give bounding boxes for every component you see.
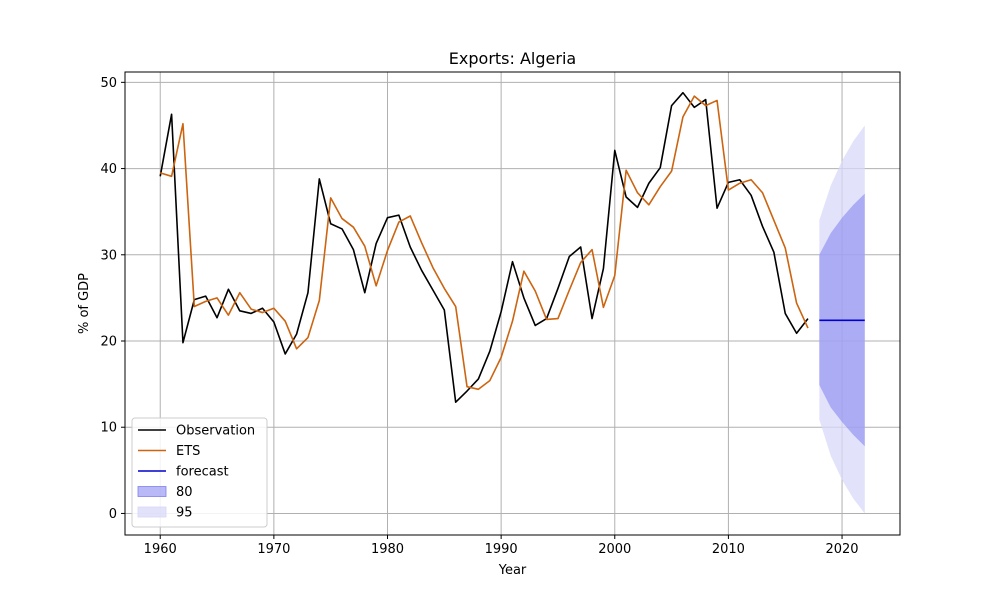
chart-title: Exports: Algeria [449,49,576,68]
axis-ticks: 1960 1970 1980 1990 2000 2010 2020 0 10 20 30 40 50 [100,76,858,557]
y-tick-label: 10 [100,421,117,436]
series-line-observation [159,91,809,404]
plot-frame [124,71,901,536]
legend-label: ETS [176,444,200,459]
y-tick-label: 30 [100,248,117,263]
x-tick-label: 1980 [371,542,404,557]
x-tick-label: 1960 [144,542,177,557]
legend-label: 95 [176,506,193,521]
x-tick-label: 2000 [598,542,631,557]
legend: Observation ETS forecast 80 95 [131,417,268,528]
x-axis-title: Year [498,563,527,578]
series-line-ets [159,95,809,391]
y-axis-title: % of GDP [77,273,92,334]
y-tick-label: 50 [100,76,117,91]
x-tick-label: 1990 [485,542,518,557]
y-tick-label: 40 [100,162,117,177]
y-tick-label: 0 [109,507,117,522]
y-tick-label: 20 [100,335,117,350]
legend-swatch-95 [137,506,167,518]
legend-label: forecast [176,465,229,480]
legend-box [131,417,268,528]
legend-label: Observation [176,424,255,439]
x-tick-label: 1970 [257,542,290,557]
legend-swatch-80 [137,486,167,497]
legend-label: 80 [176,485,193,500]
series-lines [159,91,865,404]
x-tick-label: 2020 [825,542,858,557]
x-tick-label: 2010 [712,542,745,557]
